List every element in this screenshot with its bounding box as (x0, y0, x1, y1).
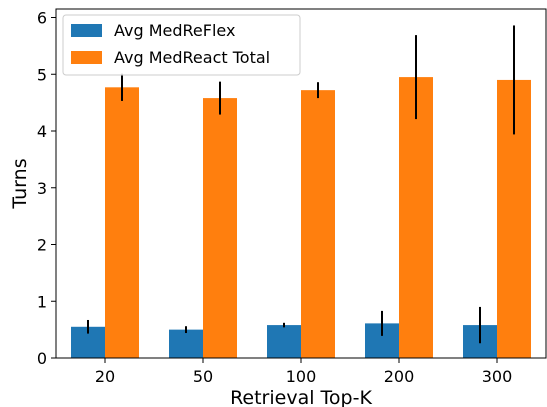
bars-layer (71, 77, 531, 359)
legend-swatch (71, 24, 102, 37)
y-axis: 0 1 2 3 4 5 6 (37, 9, 56, 368)
legend-entry-label: Avg MedReFlex (114, 21, 235, 40)
bar (203, 98, 237, 359)
x-tick-label: 100 (286, 367, 317, 386)
x-axis-label: Retrieval Top-K (230, 387, 372, 407)
y-tick-label: 1 (37, 292, 47, 311)
y-tick-label: 4 (37, 122, 47, 141)
legend-swatch (71, 51, 102, 64)
x-tick-label: 300 (482, 367, 513, 386)
bar (399, 77, 433, 358)
y-tick-label: 5 (37, 65, 47, 84)
x-tick-label: 50 (193, 367, 213, 386)
legend-box (62, 14, 301, 76)
bar (301, 90, 335, 358)
y-tick-label: 0 (37, 349, 47, 368)
legend-entry-label: Avg MedReact Total (114, 48, 270, 67)
error-bars-layer (87, 25, 515, 344)
y-tick-label: 3 (37, 179, 47, 198)
bar (105, 87, 139, 358)
legend: Avg MedReFlex Avg MedReact Total (62, 14, 301, 76)
y-axis-label: Turns (9, 158, 31, 209)
y-tick-label: 6 (37, 9, 47, 28)
x-tick-label: 200 (384, 367, 415, 386)
x-tick-label: 20 (95, 367, 115, 386)
bar (169, 329, 203, 358)
y-tick-label: 2 (37, 236, 47, 255)
x-axis: 20 50 100 200 300 (95, 358, 512, 386)
bar (267, 325, 301, 358)
